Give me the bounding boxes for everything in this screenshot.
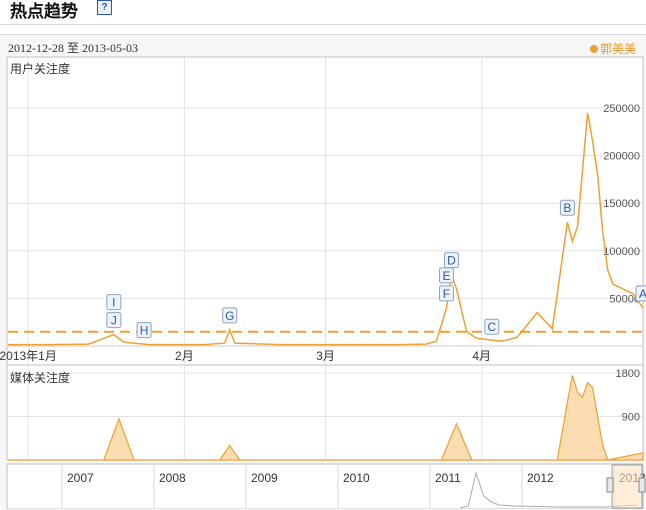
- x-tick-label: 3月: [316, 349, 335, 363]
- flag-box: [635, 285, 646, 302]
- header-bar: 热点趋势 ?: [0, 0, 646, 25]
- flag-j[interactable]: J: [106, 312, 122, 329]
- nav-year-label: 2010: [343, 471, 370, 485]
- y-tick-label: 150000: [603, 198, 640, 210]
- user-chart-x-ticks: 2013年1月 2月 3月 4月: [0, 349, 491, 363]
- flag-box: [443, 252, 459, 269]
- event-flags: JI H G FED C B A: [106, 199, 646, 339]
- flag-label: C: [487, 320, 496, 334]
- nav-handle-right[interactable]: [638, 477, 646, 493]
- y-tick-label: 100000: [603, 246, 640, 258]
- flag-box: [438, 285, 454, 302]
- flag-c[interactable]: C: [484, 318, 500, 335]
- media-chart-grid: [8, 366, 642, 459]
- media-series: [8, 375, 644, 461]
- nav-year-label: 2008: [159, 471, 186, 485]
- nav-handle-left[interactable]: [606, 477, 614, 493]
- user-chart-grid: [8, 58, 642, 364]
- flag-label: F: [443, 287, 450, 301]
- flag-label: B: [563, 201, 571, 215]
- nav-year-label: 2007: [67, 471, 94, 485]
- y-tick-label: 50000: [609, 293, 640, 305]
- user-chart-y-ticks: 50000 100000 150000 200000 250000: [603, 103, 640, 305]
- flag-h[interactable]: H: [136, 322, 152, 339]
- flag-box: [559, 199, 575, 216]
- legend-item[interactable]: 郭美美: [589, 40, 636, 57]
- user-series-line: [8, 112, 644, 346]
- flag-box: [136, 322, 152, 339]
- nav-year-label: 2011: [435, 471, 461, 485]
- flag-i[interactable]: I: [106, 294, 122, 311]
- flag-box: [106, 312, 122, 329]
- flag-box: [484, 318, 500, 335]
- question-icon[interactable]: ?: [97, 0, 112, 15]
- media-series-area: [8, 375, 644, 461]
- media-chart-y-ticks: 900 1800: [616, 368, 640, 424]
- flag-label: G: [225, 309, 234, 323]
- flag-label: E: [442, 269, 450, 283]
- flag-label: H: [140, 324, 149, 338]
- user-chart-title: 用户关注度: [10, 61, 70, 76]
- legend-dot-icon: [589, 45, 598, 53]
- flag-label: J: [111, 314, 117, 328]
- y-tick-label: 900: [622, 412, 640, 424]
- flag-d[interactable]: D: [443, 252, 459, 269]
- x-tick-label: 2月: [175, 349, 194, 363]
- x-tick-label: 4月: [472, 349, 491, 363]
- flag-label: D: [447, 254, 456, 268]
- y-tick-label: 200000: [603, 151, 640, 163]
- flag-e[interactable]: E: [438, 267, 454, 284]
- user-series: [8, 112, 644, 346]
- nav-year-label: 2012: [527, 471, 554, 485]
- date-range: 2012-12-28 至 2013-05-03: [8, 41, 138, 55]
- flag-box: [106, 294, 122, 311]
- nav-window: [611, 464, 643, 509]
- flag-f[interactable]: F: [438, 285, 454, 302]
- navigator[interactable]: 2007200820092010201120122013: [61, 464, 646, 509]
- y-tick-label: 250000: [603, 103, 640, 115]
- media-chart-title: 媒体关注度: [10, 370, 70, 385]
- flag-label: I: [112, 296, 115, 310]
- flag-g[interactable]: G: [222, 307, 238, 324]
- flag-a[interactable]: A: [635, 285, 646, 302]
- nav-series-line: [460, 471, 638, 509]
- flag-label: A: [639, 287, 646, 301]
- page-title: 热点趋势: [10, 2, 78, 22]
- nav-year-label: 2009: [251, 471, 278, 485]
- flag-box: [222, 307, 238, 324]
- flag-b[interactable]: B: [559, 199, 575, 216]
- legend-label: 郭美美: [599, 42, 636, 56]
- y-tick-label: 1800: [616, 368, 640, 380]
- x-tick-label: 2013年1月: [0, 349, 57, 363]
